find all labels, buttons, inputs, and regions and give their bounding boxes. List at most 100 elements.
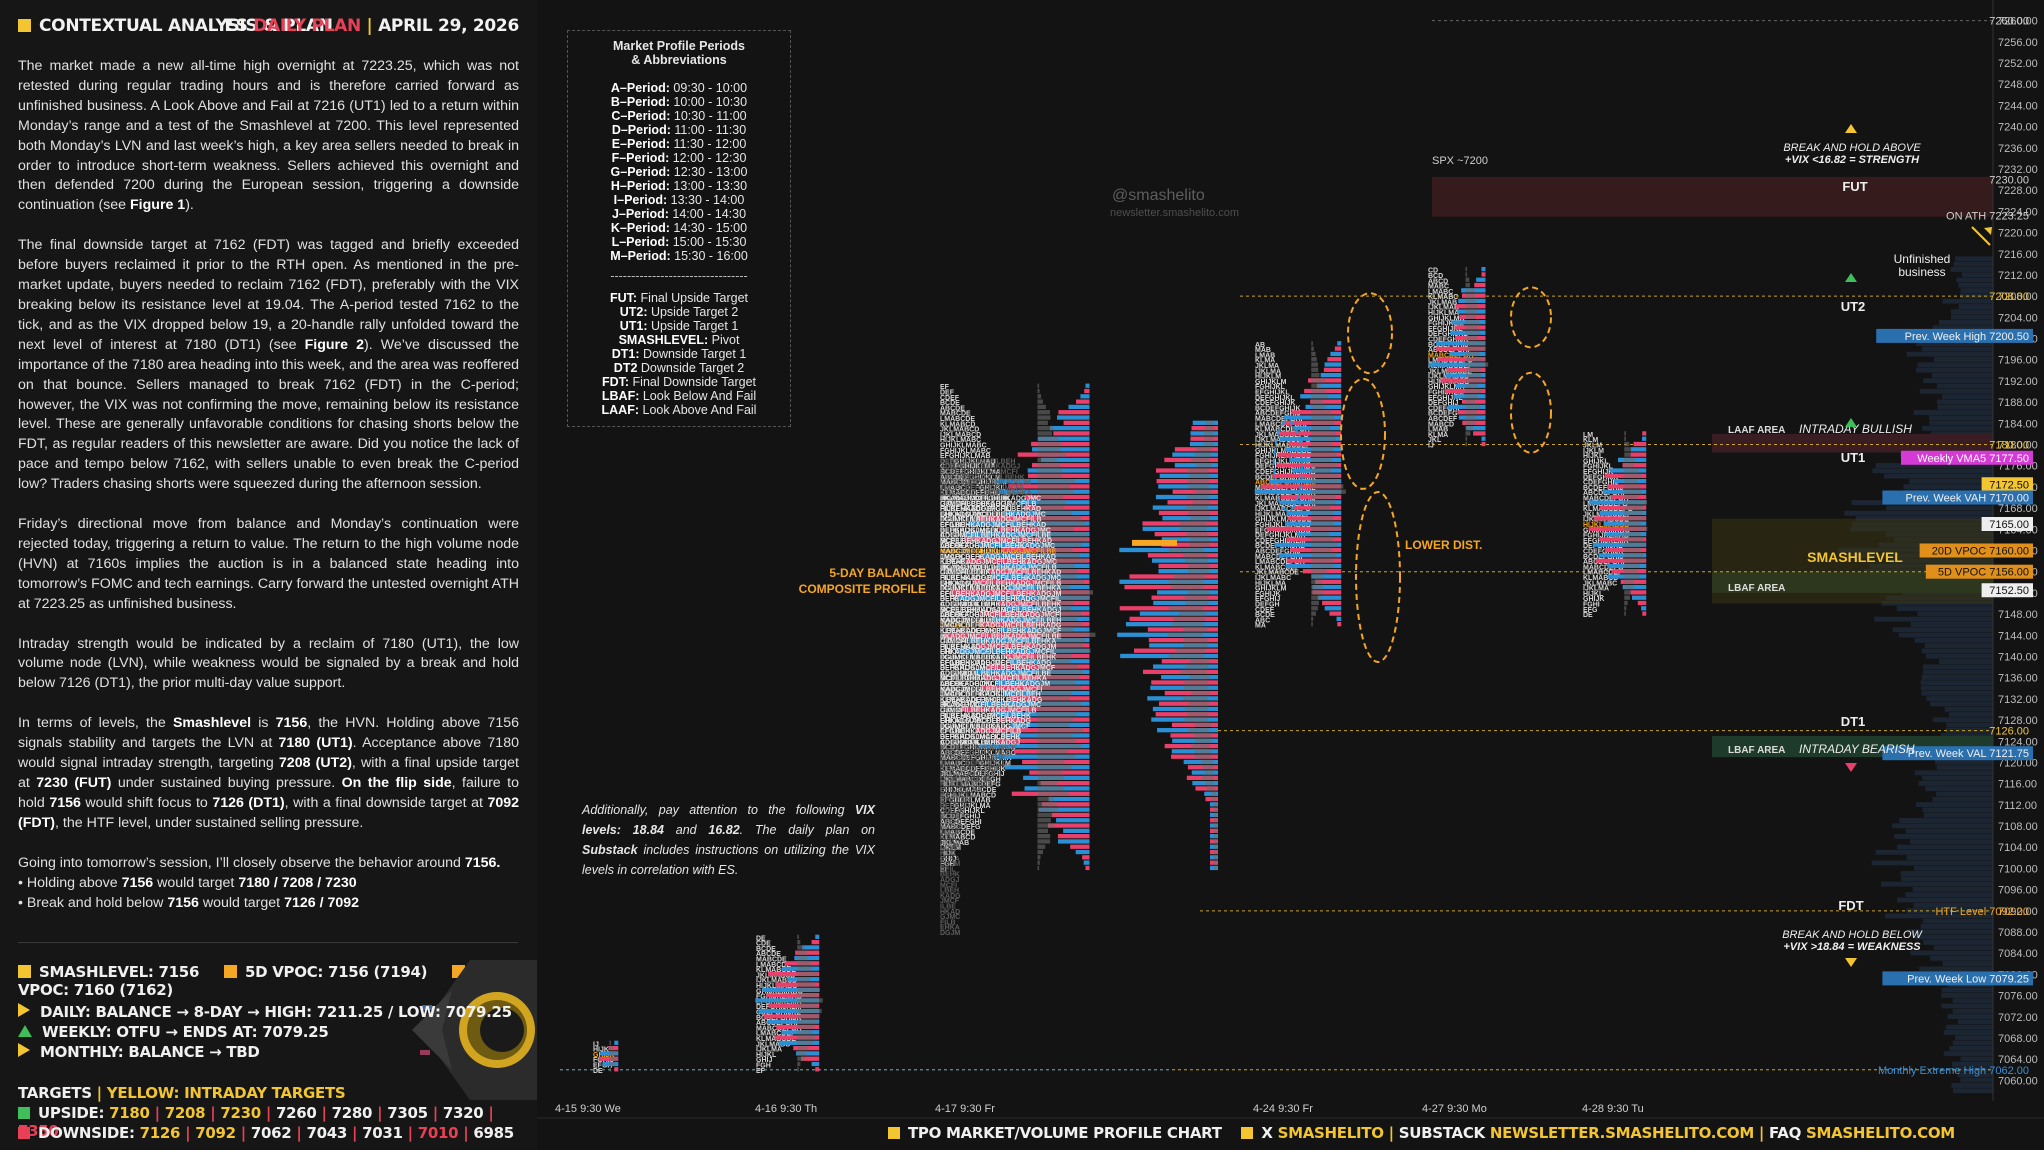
tpo-row: IJKLMABCDEFG: [1255, 506, 1311, 513]
composite-volume-bar: [1186, 775, 1218, 781]
volume-bar: [1633, 441, 1647, 447]
footer-faq-link[interactable]: SMASHELITO.COM: [1805, 1124, 1955, 1142]
tpo-row: HIJKLMABC: [940, 437, 981, 444]
tpo-shade-bar: [609, 1067, 612, 1072]
date-label: APRIL 29, 2026: [378, 16, 519, 36]
tpo-row: MABCDEFGH: [1583, 496, 1629, 503]
tpo-shade-bar: [1037, 484, 1071, 489]
composite-shade-bar: [1204, 425, 1215, 431]
abbrev-key: LBAF:: [601, 389, 640, 403]
volume-bar: [1266, 526, 1342, 531]
tpo-row: DE: [756, 935, 766, 942]
tpo-shade-bar: [1037, 473, 1063, 478]
note-b: VIX levels: 18.84: [582, 803, 875, 837]
composite-tpo-row: BEHKADGJMCFILBEHK: [940, 734, 1021, 741]
volume-profile-bar: [1886, 505, 1993, 511]
tpo-shade-bar: [1037, 796, 1054, 802]
composite-tpo-row: GJMC: [940, 914, 960, 921]
composite-tpo-row: JMCFILBEHKADGJ: [940, 760, 1005, 767]
volume-profile-bar: [1957, 1072, 1993, 1078]
abbrev-item: FUT: Final Upside Target: [568, 291, 790, 305]
vpoc-marker: [1132, 539, 1177, 546]
composite-tpo-row: EHKADGJMCFILBEHKADGJMC: [940, 511, 1046, 518]
paragraph-2: The final downside target at 7162 (FDT) …: [18, 236, 519, 495]
tpo-row: MABCDE: [940, 411, 971, 418]
tpo-shade-bar: [1037, 404, 1046, 410]
composite-shade-bar: [1178, 611, 1207, 616]
tpo-shade-bar: [797, 1051, 807, 1056]
volume-profile-bar: [1949, 1045, 1993, 1051]
tpo-shade-bar: [1624, 563, 1640, 569]
tpo-shade-bar: [1311, 600, 1319, 606]
tpo-row: FGHIJKLMABCDEFGHIJKL: [940, 654, 1031, 661]
composite-tpo-row: KADGJMCFILBEHKADGJMCFI: [940, 686, 1042, 693]
tpo-row: CDEFGHIJK: [1428, 337, 1468, 344]
y-tick-label: 7168.00: [1998, 503, 2038, 515]
volume-bar: [1337, 622, 1342, 627]
volume-profile-bar: [1914, 637, 1993, 643]
composite-tpo-row: FILBEHKADG: [940, 782, 986, 789]
watermark-handle: @smashelito: [1112, 187, 1205, 204]
abbrev-item: FDT: Final Downside Target: [568, 375, 790, 389]
downside-target: 7062: [250, 1124, 292, 1142]
composite-shade-bar: [1214, 844, 1217, 849]
spx-label: SPX ~7200: [1432, 155, 1488, 167]
tpo-row: DEF: [940, 390, 955, 397]
axis-badge: [1981, 583, 2033, 598]
red-square-icon: [18, 1127, 30, 1139]
tpo-shade-bar: [1465, 404, 1481, 410]
composite-tpo-row: CFILBEHKADGJMCFILBEHKAD: [940, 522, 1046, 529]
volume-bar: [614, 1067, 619, 1072]
axis-badge-label: Prev. Week VAL 7121.75: [1908, 748, 2029, 760]
volume-profile-bar: [1953, 1067, 1993, 1072]
volume-bar: [1588, 526, 1647, 531]
tpo-shade-bar: [1037, 802, 1057, 807]
legend-title-2: & Abbreviations: [631, 53, 727, 67]
footer-substack-link[interactable]: NEWSLETTER.SMASHELITO.COM: [1489, 1124, 1754, 1142]
period-item: J–Period: 14:00 - 14:30: [568, 207, 790, 221]
volume-profile-bar: [1947, 1014, 1993, 1019]
composite-volume-bar: [1139, 611, 1218, 616]
upside-target: 7280: [331, 1104, 373, 1122]
tpo-row: IJKLMABCD: [940, 432, 981, 439]
period-key: I–Period:: [613, 193, 668, 207]
tpo-shade-bar: [1037, 425, 1054, 431]
volume-bar: [795, 950, 820, 955]
panel-header: CONTEXTUAL ANALYSIS & PLAN ES DAILY PLAN…: [18, 16, 519, 42]
tpo-row: BCDEFG: [1428, 411, 1458, 418]
volume-profile-bar: [1923, 939, 1993, 945]
volume-bar: [1280, 500, 1342, 505]
tpo-row: MA: [1255, 623, 1266, 630]
tpo-shade-bar: [797, 1014, 820, 1019]
composite-volume-bar: [1171, 754, 1218, 759]
composite-tpo-row: GJMCFILBEHKADGJMCFILBEHKAD: [940, 570, 1061, 577]
ut1-label: UT1: [1841, 450, 1866, 465]
volume-profile-bar: [1926, 696, 1993, 702]
tpo-shade-bar: [1037, 759, 1065, 765]
abbrev-key: UT1:: [619, 319, 648, 333]
y-tick-label: 7136.00: [1998, 673, 2038, 685]
volume-profile-bar: [1940, 733, 1993, 739]
tpo-shade-bar: [1037, 553, 1080, 558]
volume-profile-bar: [1952, 1040, 1993, 1046]
volume-bar: [1444, 388, 1486, 394]
tpo-shade-bar: [797, 945, 805, 950]
volume-bar: [815, 934, 820, 939]
tpo-shade-bar: [1037, 441, 1061, 447]
axis-badge: [1882, 746, 2033, 761]
tpo-shade-bar: [1037, 410, 1050, 415]
volume-profile-bar: [1932, 325, 1993, 331]
volume-profile-bar: [1958, 304, 1993, 309]
period-item: M–Period: 15:30 - 16:00: [568, 249, 790, 263]
tpo-row: BCD: [1428, 273, 1443, 280]
tpo-row: DEFGHIJKLMABCDEFGH: [940, 527, 1025, 534]
volume-bar: [984, 675, 1090, 680]
tpo-shade-bar: [1037, 849, 1044, 855]
footer-x-handle[interactable]: SMASHELITO: [1277, 1124, 1384, 1142]
smashlevel-value: SMASHLEVEL: 7156: [39, 963, 200, 981]
tpo-shade-bar: [1624, 489, 1642, 494]
composite-shade-bar: [1186, 531, 1209, 537]
tpo-row: LMABCDEFGHIJKLM: [940, 760, 1011, 767]
volume-profile-bar: [1930, 955, 1993, 961]
tpo-row: ABC: [1255, 617, 1270, 624]
